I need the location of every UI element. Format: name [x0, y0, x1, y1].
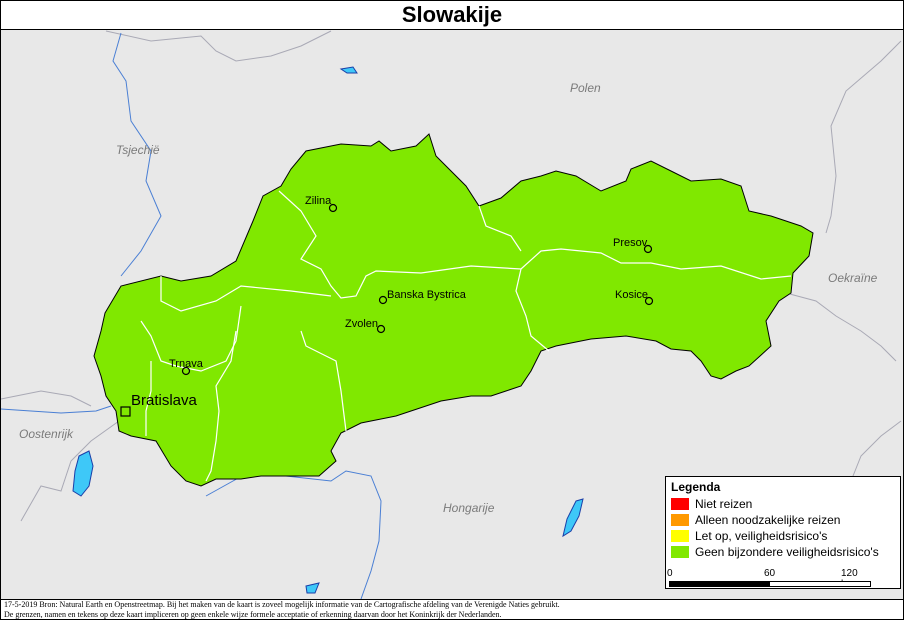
legend-label: Let op, veiligheidsrisico's: [695, 528, 828, 543]
legend-item-let-op: Let op, veiligheidsrisico's: [671, 528, 827, 543]
lake-hungary-south: [305, 582, 320, 594]
border-hungary-austria: [20, 420, 120, 522]
footer-disclaimer: 17-5-2019 Bron: Natural Earth en Openstr…: [1, 599, 903, 619]
footer-line-1: 17-5-2019 Bron: Natural Earth en Openstr…: [4, 600, 560, 609]
border-ukraine-hungary: [785, 292, 897, 362]
marker-zilina: [328, 203, 338, 213]
lakes: [72, 66, 584, 594]
city-markers: [120, 203, 654, 417]
region-border-1: [278, 190, 792, 299]
scale-segment-white: [769, 581, 871, 587]
border-hungary-romania: [850, 420, 902, 482]
border-czech-austria: [1, 390, 92, 407]
map-title: Slowakije: [1, 1, 903, 30]
region-border-3: [515, 268, 550, 352]
legend-swatch-green: [671, 545, 689, 558]
region-border-2: [478, 205, 522, 252]
legend-label: Alleen noodzakelijke reizen: [695, 512, 841, 527]
regional-borders: [140, 190, 792, 482]
region-border-7: [300, 330, 347, 432]
legend-item-geen-bijzondere: Geen bijzondere veiligheidsrisico's: [671, 544, 879, 559]
scale-segment-black: [669, 581, 771, 587]
lake-neusiedl: [72, 450, 94, 497]
label-austria: Oostenrijk: [19, 427, 74, 441]
marker-kosice: [644, 296, 654, 306]
region-border-4: [160, 276, 332, 312]
legend: Legenda Niet reizen Alleen noodzakelijke…: [665, 476, 901, 589]
legend-title: Legenda: [671, 480, 721, 494]
river-danube-west: [1, 405, 112, 414]
scale-bar: 0 60 120 km: [667, 568, 871, 590]
neighbour-borders: [1, 30, 902, 522]
scale-tick-0: 0: [667, 568, 673, 579]
marker-bratislava-capital: [120, 406, 131, 417]
border-czech-poland: [105, 30, 332, 62]
label-trnava: Trnava: [169, 358, 204, 370]
region-border-8: [145, 361, 152, 436]
river-danube-south: [205, 470, 382, 599]
lake-hungary-east: [562, 498, 584, 538]
footer-line-2: De grenzen, namen en tekens op deze kaar…: [4, 610, 502, 619]
label-zilina: Zilina: [305, 195, 332, 207]
legend-item-niet-reizen: Niet reizen: [671, 496, 752, 511]
region-border-6: [205, 330, 237, 482]
label-hungary: Hongarije: [443, 501, 495, 515]
legend-swatch-yellow: [671, 529, 689, 542]
map-canvas: Polen Tsjechië Oekraïne Oostenrijk Honga…: [1, 30, 902, 599]
marker-banska-bystrica: [378, 295, 388, 305]
marker-zvolen: [376, 324, 386, 334]
marker-presov: [643, 244, 653, 254]
legend-swatch-orange: [671, 513, 689, 526]
label-zvolen: Zvolen: [345, 318, 378, 330]
label-kosice: Kosice: [615, 289, 648, 301]
label-presov: Presov: [613, 237, 648, 249]
marker-trnava: [181, 366, 191, 376]
legend-swatch-red: [671, 497, 689, 510]
label-czech: Tsjechië: [116, 143, 160, 157]
river-morava: [112, 32, 162, 277]
legend-item-alleen-noodzakelijk: Alleen noodzakelijke reizen: [671, 512, 840, 527]
label-banska-bystrica: Banska Bystrica: [387, 289, 467, 301]
legend-label: Geen bijzondere veiligheidsrisico's: [695, 544, 879, 559]
city-labels: Zilina Presov Banska Bystrica Kosice Zvo…: [131, 195, 648, 409]
label-ukraine: Oekraïne: [828, 271, 878, 285]
slovakia-territory: [93, 133, 814, 487]
country-labels: Polen Tsjechië Oekraïne Oostenrijk Honga…: [19, 81, 878, 515]
label-bratislava: Bratislava: [131, 392, 198, 409]
border-poland-ukraine: [825, 40, 902, 234]
lake-poland: [339, 66, 358, 74]
scale-tick-60: 60: [764, 568, 776, 579]
label-poland: Polen: [570, 81, 601, 95]
legend-label: Niet reizen: [695, 496, 753, 511]
